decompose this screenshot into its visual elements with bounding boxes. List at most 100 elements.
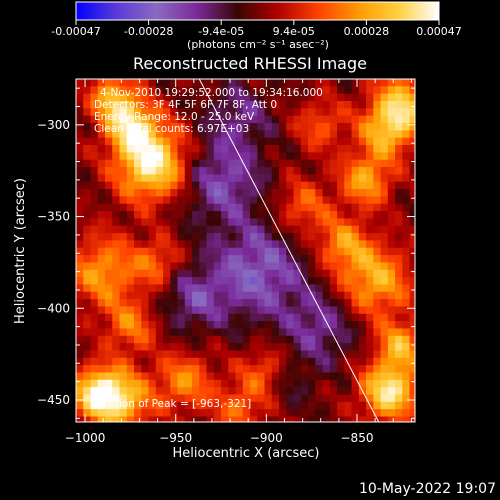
heatmap-cell: [199, 350, 208, 359]
heatmap-cell: [148, 343, 157, 352]
heatmap-cell: [329, 416, 338, 422]
heatmap-cell: [155, 159, 164, 168]
heatmap-cell: [351, 79, 360, 87]
heatmap-cell: [329, 218, 338, 227]
heatmap-cell: [163, 372, 171, 381]
heatmap-cell: [141, 101, 150, 109]
heatmap-cell: [184, 123, 193, 131]
heatmap-cell: [293, 350, 302, 359]
heatmap-cell: [395, 350, 403, 359]
heatmap-cell: [105, 218, 113, 227]
heatmap-cell: [119, 181, 128, 190]
heatmap-cell: [90, 79, 99, 87]
heatmap-cell: [155, 225, 164, 234]
heatmap-cell: [279, 357, 287, 366]
heatmap-cell: [163, 350, 171, 359]
heatmap-cell: [337, 379, 345, 388]
heatmap-cell: [409, 159, 415, 168]
heatmap-cell: [170, 269, 179, 278]
heatmap-cell: [119, 93, 128, 102]
heatmap-cell: [329, 401, 338, 410]
heatmap-cell: [119, 196, 128, 205]
heatmap-cell: [90, 357, 99, 366]
heatmap-cell: [279, 108, 287, 117]
heatmap-cell: [250, 240, 258, 249]
heatmap-cell: [112, 152, 121, 161]
heatmap-cell: [213, 203, 222, 212]
heatmap-cell: [206, 255, 215, 264]
heatmap-cell: [126, 335, 135, 344]
heatmap-cell: [329, 123, 338, 131]
heatmap-cell: [308, 306, 316, 315]
heatmap-cell: [163, 321, 171, 330]
heatmap-cell: [264, 240, 273, 249]
heatmap-cell: [337, 328, 345, 337]
heatmap-cell: [380, 409, 389, 418]
heatmap-cell: [213, 394, 222, 403]
heatmap-cell: [119, 233, 128, 242]
heatmap-cell: [395, 130, 403, 139]
heatmap-cell: [148, 196, 157, 205]
heatmap-cell: [163, 328, 171, 337]
heatmap-cell: [76, 196, 84, 205]
heatmap-cell: [105, 108, 113, 117]
heatmap-cell: [177, 93, 186, 102]
heatmap-cell: [105, 365, 113, 374]
heatmap-cell: [105, 233, 113, 242]
heatmap-cell: [206, 394, 215, 403]
heatmap-cell: [228, 387, 237, 396]
heatmap-cell: [257, 394, 266, 403]
heatmap-cell: [380, 167, 389, 175]
heatmap-cell: [300, 79, 309, 87]
heatmap-cell: [199, 203, 208, 212]
heatmap-cell: [83, 277, 92, 286]
heatmap-cell: [76, 225, 84, 234]
heatmap-cell: [409, 181, 415, 190]
heatmap-cell: [163, 225, 171, 234]
heatmap-cell: [366, 196, 374, 205]
heatmap-cell: [228, 152, 237, 161]
heatmap-cell: [192, 328, 200, 337]
heatmap-cell: [177, 152, 186, 161]
heatmap-cell: [257, 379, 266, 388]
heatmap-cell: [105, 240, 113, 249]
heatmap-cell: [155, 313, 164, 322]
heatmap-cell: [170, 145, 179, 153]
heatmap-cell: [257, 137, 266, 146]
heatmap-cell: [112, 291, 121, 300]
heatmap-cell: [395, 174, 403, 183]
heatmap-cell: [76, 357, 84, 366]
heatmap-cell: [148, 225, 157, 234]
heatmap-cell: [163, 409, 171, 418]
colorbar-tick-label: -0.00047: [51, 25, 100, 38]
heatmap-cell: [337, 335, 345, 344]
heatmap-cell: [380, 196, 389, 205]
y-axis-ticks: [76, 87, 415, 419]
heatmap-cell: [344, 313, 353, 322]
heatmap-cell: [373, 196, 382, 205]
heatmap-cell: [250, 255, 258, 264]
heatmap-cell: [300, 123, 309, 131]
heatmap-cell: [228, 101, 237, 109]
heatmap-cell: [192, 86, 200, 95]
heatmap-cell: [257, 401, 266, 410]
heatmap-cell: [279, 284, 287, 293]
heatmap-cell: [271, 152, 280, 161]
heatmap-cell: [315, 159, 324, 168]
heatmap-cell: [308, 218, 316, 227]
heatmap-cell: [315, 343, 324, 352]
heatmap-cell: [242, 225, 251, 234]
heatmap-cell: [242, 255, 251, 264]
heatmap-cell: [184, 401, 193, 410]
heatmap-cell: [264, 328, 273, 337]
heatmap-cell: [402, 101, 411, 109]
heatmap-cell: [170, 284, 179, 293]
heatmap-cell: [402, 357, 411, 366]
heatmap-cell: [148, 306, 157, 315]
heatmap-cell: [221, 101, 229, 109]
heatmap-cell: [308, 277, 316, 286]
heatmap-cell: [402, 86, 411, 95]
heatmap-cell: [300, 203, 309, 212]
heatmap-cell: [148, 218, 157, 227]
heatmap-cell: [308, 130, 316, 139]
